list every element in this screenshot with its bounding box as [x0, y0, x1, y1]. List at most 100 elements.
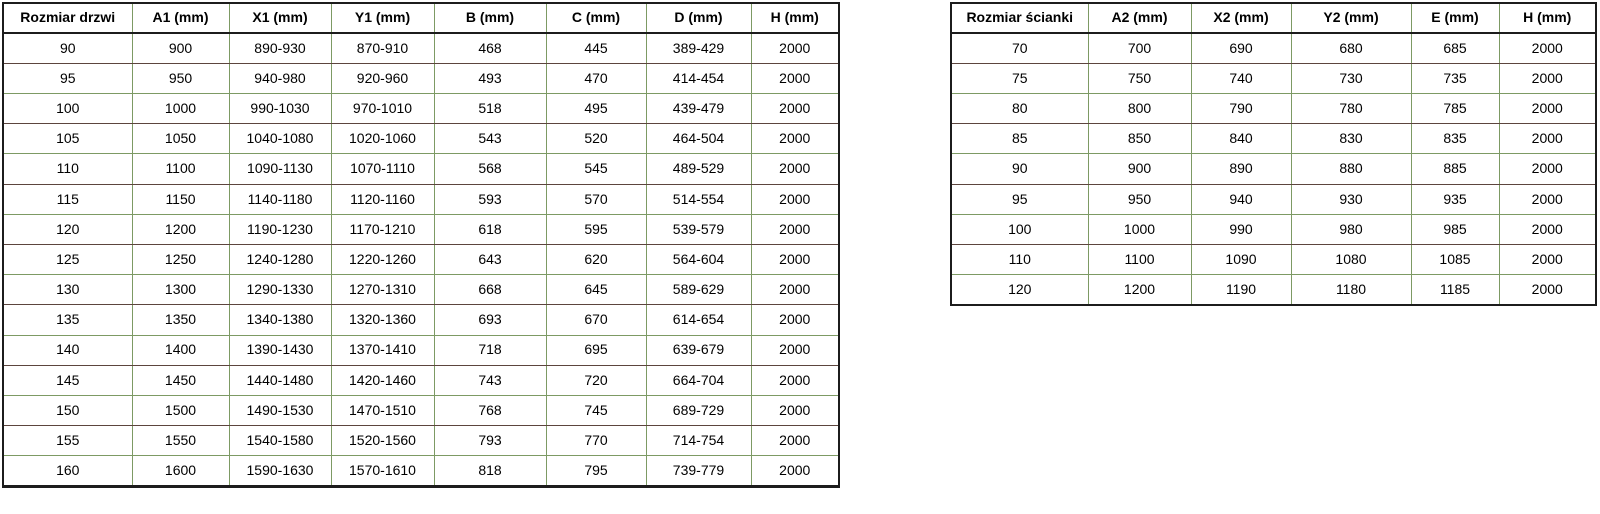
- table-cell: 830: [1290, 123, 1412, 155]
- column-header: C (mm): [545, 2, 647, 35]
- table-cell: 1120-1160: [330, 183, 435, 215]
- table-row: 85 850 840 830 835 2000: [950, 123, 1597, 155]
- table-cell: 1040-1080: [228, 123, 332, 155]
- table-cell: 785: [1410, 93, 1500, 125]
- table-cell: 1520-1560: [330, 425, 435, 457]
- table-row: 120 1200 1190-1230 1170-1210 618 595 539-579 20…: [2, 213, 840, 246]
- table-cell: 818: [433, 455, 547, 487]
- column-header: Y1 (mm): [330, 2, 435, 35]
- table-cell: 718: [433, 334, 547, 366]
- table-cell: 155: [2, 425, 133, 457]
- column-header: Rozmiar drzwi: [2, 2, 133, 35]
- table-cell: 2000: [1498, 274, 1597, 306]
- table-cell: 1550: [131, 425, 230, 457]
- table-cell: 1020-1060: [330, 123, 435, 155]
- table-cell: 85: [950, 123, 1089, 155]
- table-cell: 1300: [131, 274, 230, 306]
- table-row: 145 1450 1440-1480 1420-1460 743 720 664-704 20…: [2, 364, 840, 396]
- table-row: 160 1600 1590-1630 1570-1610 818 795 739-779 20…: [2, 455, 840, 487]
- column-header: H (mm): [1498, 2, 1597, 35]
- table-cell: 1080: [1290, 243, 1412, 276]
- table-cell: 1220-1260: [330, 243, 435, 276]
- table-cell: 1490-1530: [228, 394, 332, 427]
- table-cell: 645: [545, 274, 647, 306]
- table-row: 115 1150 1140-1180 1120-1160 593 570 514-554 20…: [2, 183, 840, 215]
- table-row: 135 1350 1340-1380 1320-1360 693 670 614-654 20…: [2, 304, 840, 336]
- table-cell: 518: [433, 93, 547, 125]
- table-cell: 439-479: [645, 93, 752, 125]
- table-cell: 985: [1410, 213, 1500, 246]
- table-cell: 690: [1190, 32, 1292, 64]
- table-cell: 595: [545, 213, 647, 246]
- table-cell: 543: [433, 123, 547, 155]
- table-cell: 980: [1290, 213, 1412, 246]
- table-cell: 795: [545, 455, 647, 487]
- table-cell: 1600: [131, 455, 230, 487]
- table-cell: 880: [1290, 153, 1412, 185]
- table-row: 110 1100 1090-1130 1070-1110 568 545 489-529 20…: [2, 153, 840, 185]
- table-cell: 130: [2, 274, 133, 306]
- table-cell: 930: [1290, 183, 1412, 215]
- table-row: 100 1000 990 980 985 2000: [950, 213, 1597, 246]
- table-cell: 1070-1110: [330, 153, 435, 185]
- table-cell: 95: [2, 62, 133, 95]
- table-cell: 685: [1410, 32, 1500, 64]
- table-cell: 940: [1190, 183, 1292, 215]
- door-table-header-row: Rozmiar drzwi A1 (mm) X1 (mm) Y1 (mm) B (mm)…: [2, 2, 840, 35]
- door-sizes-table: Rozmiar drzwi A1 (mm) X1 (mm) Y1 (mm) B (mm)…: [2, 2, 840, 488]
- column-header: D (mm): [645, 2, 752, 35]
- table-cell: 730: [1290, 62, 1412, 95]
- table-cell: 750: [1087, 62, 1192, 95]
- table-cell: 160: [2, 455, 133, 487]
- table-cell: 1470-1510: [330, 394, 435, 427]
- table-cell: 990-1030: [228, 93, 332, 125]
- table-cell: 1090: [1190, 243, 1292, 276]
- table-cell: 1440-1480: [228, 364, 332, 396]
- table-cell: 850: [1087, 123, 1192, 155]
- table-row: 75 750 740 730 735 2000: [950, 62, 1597, 95]
- table-cell: 570: [545, 183, 647, 215]
- table-row: 125 1250 1240-1280 1220-1260 643 620 564-604 20…: [2, 243, 840, 276]
- table-cell: 110: [2, 153, 133, 185]
- table-row: 90 900 890 880 885 2000: [950, 153, 1597, 185]
- column-header: A2 (mm): [1087, 2, 1192, 35]
- table-cell: 1590-1630: [228, 455, 332, 487]
- table-cell: 1320-1360: [330, 304, 435, 336]
- table-cell: 2000: [750, 93, 840, 125]
- table-cell: 1190-1230: [228, 213, 332, 246]
- table-cell: 2000: [750, 153, 840, 185]
- table-cell: 445: [545, 32, 647, 64]
- table-cell: 90: [2, 32, 133, 64]
- table-cell: 2000: [750, 425, 840, 457]
- table-cell: 1540-1580: [228, 425, 332, 457]
- table-cell: 990: [1190, 213, 1292, 246]
- table-cell: 1390-1430: [228, 334, 332, 366]
- table-cell: 664-704: [645, 364, 752, 396]
- table-cell: 2000: [750, 123, 840, 155]
- table-cell: 620: [545, 243, 647, 276]
- table-cell: 1200: [131, 213, 230, 246]
- table-cell: 735: [1410, 62, 1500, 95]
- table-cell: 2000: [750, 213, 840, 246]
- table-row: 90 900 890-930 870-910 468 445 389-429 2000: [2, 32, 840, 64]
- table-cell: 389-429: [645, 32, 752, 64]
- table-cell: 1420-1460: [330, 364, 435, 396]
- table-cell: 2000: [1498, 123, 1597, 155]
- wall-sizes-table: Rozmiar ścianki A2 (mm) X2 (mm) Y2 (mm) E (m…: [950, 2, 1597, 306]
- table-cell: 1180: [1290, 274, 1412, 306]
- table-cell: 780: [1290, 93, 1412, 125]
- table-cell: 2000: [1498, 243, 1597, 276]
- table-cell: 643: [433, 243, 547, 276]
- table-cell: 100: [950, 213, 1089, 246]
- table-cell: 1170-1210: [330, 213, 435, 246]
- table-cell: 100: [2, 93, 133, 125]
- table-cell: 489-529: [645, 153, 752, 185]
- column-header: E (mm): [1410, 2, 1500, 35]
- table-cell: 1100: [131, 153, 230, 185]
- table-cell: 1050: [131, 123, 230, 155]
- table-cell: 2000: [750, 62, 840, 95]
- table-cell: 1250: [131, 243, 230, 276]
- table-cell: 720: [545, 364, 647, 396]
- table-cell: 1000: [1087, 213, 1192, 246]
